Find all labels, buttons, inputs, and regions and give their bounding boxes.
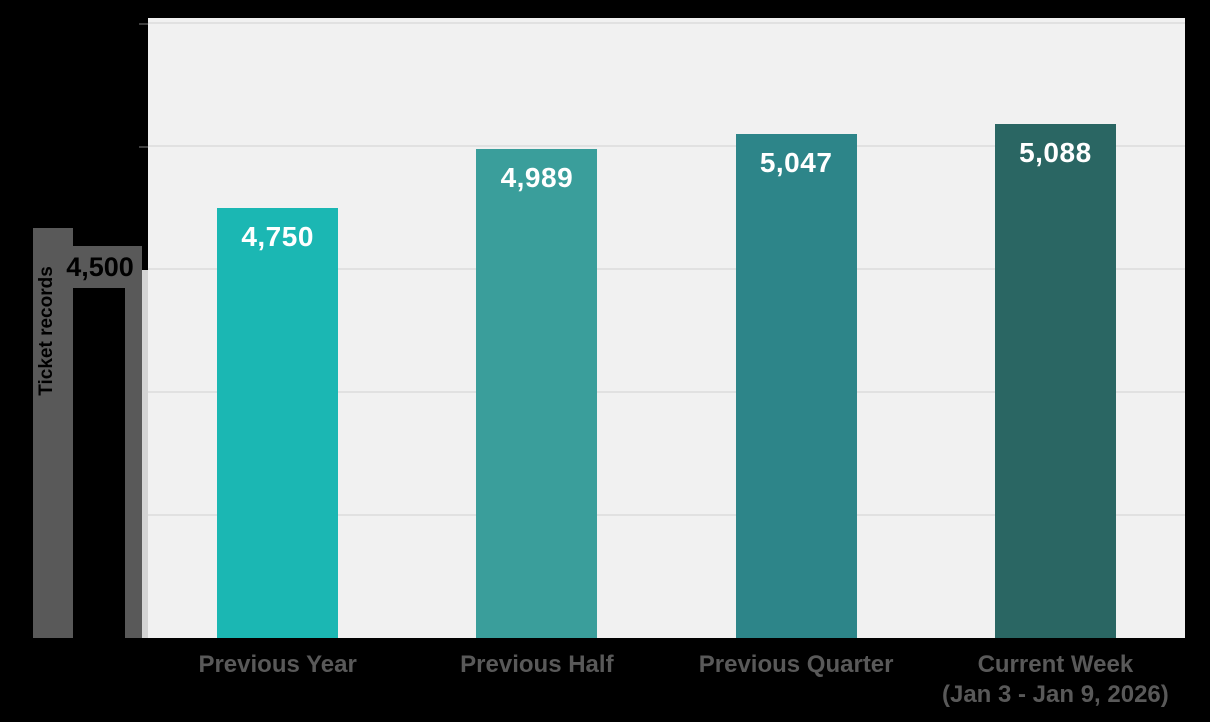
y-axis-tick <box>139 23 148 25</box>
x-label-line1: Previous Half <box>460 651 614 678</box>
y-axis-tick <box>139 146 148 148</box>
x-label-previous-half: Previous Half <box>407 650 666 680</box>
x-label-line2: (Jan 3 - Jan 9, 2026) <box>941 681 1169 708</box>
y-axis-strip-left <box>33 228 73 638</box>
gridline-3500 <box>148 514 1185 516</box>
x-label-line1: Current Week <box>977 651 1134 678</box>
y-tick-label: 4,500 <box>66 251 134 282</box>
x-label-line1: Previous Year <box>198 651 357 678</box>
plot-area: 4,750 4,989 5,047 5,088 <box>148 18 1185 638</box>
bar-previous-quarter[interactable]: 5,047 <box>735 134 857 638</box>
gridline-5500 <box>148 22 1185 24</box>
bar-value-label: 4,989 <box>500 161 574 193</box>
bar-value-label: 4,750 <box>241 220 314 252</box>
gridline-5000 <box>148 145 1185 147</box>
x-label-previous-quarter: Previous Quarter <box>667 650 926 680</box>
y-axis-strip-right <box>125 270 142 638</box>
x-label-current-week: Current Week (Jan 3 - Jan 9, 2026) <box>926 650 1185 710</box>
bar-previous-year[interactable]: 4,750 <box>217 207 339 638</box>
y-axis-title: Ticket records <box>36 266 57 396</box>
y-axis-strip-light <box>142 270 148 638</box>
x-label-previous-year: Previous Year <box>148 650 407 680</box>
x-label-line1: Previous Quarter <box>698 651 894 678</box>
bar-previous-half[interactable]: 4,989 <box>476 148 598 638</box>
bar-current-week[interactable]: 5,088 <box>994 124 1116 638</box>
bar-value-label: 5,088 <box>1019 137 1092 169</box>
bar-value-label: 5,047 <box>759 147 833 179</box>
gridline-4000 <box>148 391 1185 393</box>
gridline-4500 <box>148 268 1185 270</box>
y-tick-label-patch: 4,500 <box>58 246 142 288</box>
